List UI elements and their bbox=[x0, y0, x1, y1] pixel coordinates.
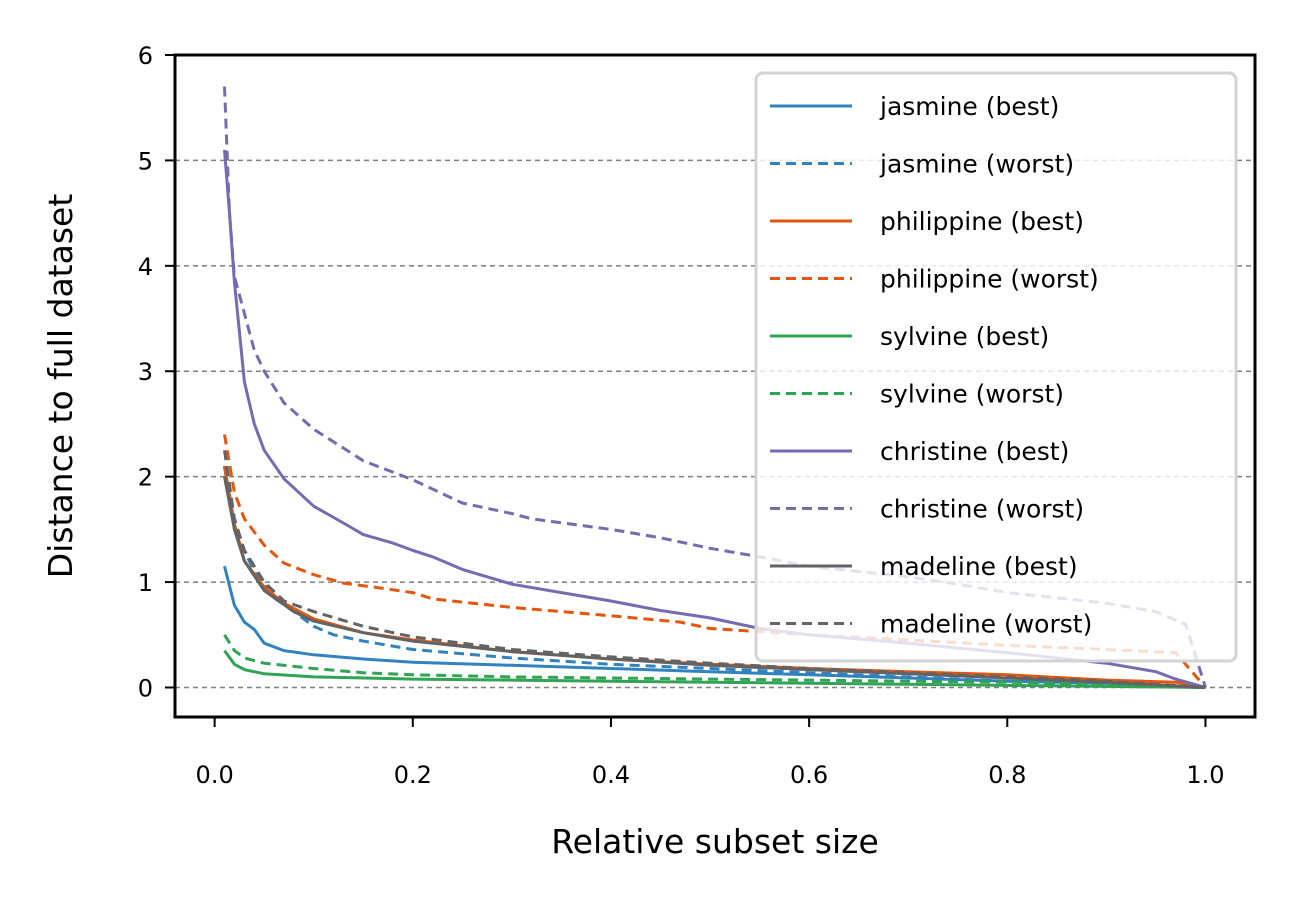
series-line-9 bbox=[223, 450, 1206, 689]
plot-frame bbox=[173, 53, 1257, 719]
series-line-5 bbox=[223, 634, 1206, 689]
y-tick-label-4: 4 bbox=[138, 253, 153, 281]
legend-label-0: jasmine (best) bbox=[879, 92, 1059, 121]
x-tick-label-2: 0.4 bbox=[592, 761, 630, 789]
legend-label-9: madeline (worst) bbox=[880, 610, 1092, 639]
series-lines bbox=[223, 86, 1207, 689]
series-line-8 bbox=[223, 476, 1206, 689]
x-tick-label-1: 0.2 bbox=[394, 761, 432, 789]
x-tick-label-0: 0.0 bbox=[196, 761, 234, 789]
legend-label-5: sylvine (worst) bbox=[880, 380, 1064, 409]
y-tick-label-5: 5 bbox=[138, 147, 153, 175]
y-axis-title: Distance to full dataset bbox=[41, 194, 80, 579]
y-tick-label-2: 2 bbox=[138, 464, 153, 492]
x-tick-label-4: 0.8 bbox=[988, 761, 1026, 789]
legend-label-1: jasmine (worst) bbox=[879, 150, 1074, 179]
y-tick-label-3: 3 bbox=[138, 358, 153, 386]
y-tick-label-1: 1 bbox=[138, 569, 153, 597]
x-axis-ticks: 0.0 0.2 0.4 0.6 0.8 1.0 bbox=[196, 717, 1225, 789]
y-tick-label-0: 0 bbox=[138, 674, 153, 702]
y-tick-label-6: 6 bbox=[138, 42, 153, 70]
x-axis-title: Relative subset size bbox=[551, 822, 879, 861]
x-tick-label-3: 0.6 bbox=[790, 761, 828, 789]
legend-label-4: sylvine (best) bbox=[880, 322, 1049, 351]
series-line-3 bbox=[223, 434, 1207, 689]
legend-label-6: christine (best) bbox=[880, 437, 1069, 466]
x-tick-label-5: 1.0 bbox=[1186, 761, 1224, 789]
y-axis-ticks: 0 1 2 3 4 5 6 bbox=[138, 42, 175, 702]
legend-box bbox=[754, 71, 1238, 663]
legend: jasmine (best) jasmine (worst) philippine … bbox=[754, 71, 1238, 663]
legend-label-7: christine (worst) bbox=[880, 495, 1084, 524]
series-line-4 bbox=[223, 649, 1206, 689]
legend-label-8: madeline (best) bbox=[880, 552, 1078, 581]
legend-label-2: philippine (best) bbox=[880, 207, 1084, 236]
legend-label-3: philippine (worst) bbox=[880, 265, 1099, 294]
